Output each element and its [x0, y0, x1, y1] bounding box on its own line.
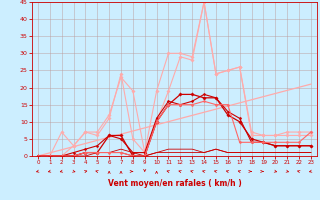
- X-axis label: Vent moyen/en rafales ( km/h ): Vent moyen/en rafales ( km/h ): [108, 179, 241, 188]
